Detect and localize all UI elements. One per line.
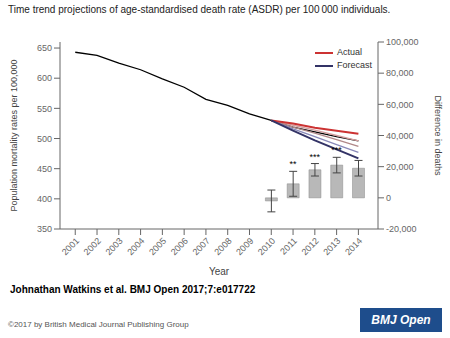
svg-text:2002: 2002 <box>82 236 103 257</box>
html-text:Actual: Actual <box>337 47 362 57</box>
svg-text:2014: 2014 <box>343 236 364 257</box>
svg-text:2010: 2010 <box>256 236 277 257</box>
html-text:Time trend projections of age-: Time trend projections of age-standardis… <box>8 4 391 15</box>
svg-text:650: 650 <box>37 43 52 53</box>
svg-text:2005: 2005 <box>147 236 168 257</box>
svg-text:20,000: 20,000 <box>386 162 414 172</box>
svg-text:100,000: 100,000 <box>386 37 419 47</box>
svg-text:2001: 2001 <box>60 236 81 257</box>
html-text:Forecast: Forecast <box>337 60 372 70</box>
svg-text:***: *** <box>331 145 342 155</box>
svg-text:**: ** <box>290 159 298 169</box>
svg-text:450: 450 <box>37 164 52 174</box>
html-text:BMJ Open: BMJ Open <box>371 313 431 327</box>
svg-text:2013: 2013 <box>321 236 342 257</box>
svg-text:2009: 2009 <box>234 236 255 257</box>
svg-text:2006: 2006 <box>169 236 190 257</box>
svg-text:80,000: 80,000 <box>386 68 414 78</box>
svg-text:400: 400 <box>37 194 52 204</box>
svg-text:2003: 2003 <box>104 236 125 257</box>
html-text:©2017 by British Medical Journ: ©2017 by British Medical Journal Publish… <box>8 320 189 329</box>
svg-text:Year: Year <box>209 266 230 277</box>
svg-text:350: 350 <box>37 224 52 234</box>
svg-text:***: *** <box>310 152 321 162</box>
svg-text:500: 500 <box>37 134 52 144</box>
svg-text:60,000: 60,000 <box>386 100 414 110</box>
svg-text:-20,000: -20,000 <box>386 224 417 234</box>
svg-text:2012: 2012 <box>300 236 321 257</box>
svg-text:600: 600 <box>37 73 52 83</box>
svg-text:40,000: 40,000 <box>386 131 414 141</box>
svg-text:0: 0 <box>386 193 391 203</box>
svg-text:2004: 2004 <box>125 236 146 257</box>
svg-text:2011: 2011 <box>278 236 299 257</box>
svg-text:Difference in deaths: Difference in deaths <box>433 96 442 176</box>
svg-text:550: 550 <box>37 104 52 114</box>
svg-text:2008: 2008 <box>212 236 233 257</box>
svg-text:2007: 2007 <box>191 236 212 257</box>
html-text:Johnathan Watkins et al. BMJ O: Johnathan Watkins et al. BMJ Open 2017;7… <box>10 284 256 295</box>
svg-text:Population mortality rates per: Population mortality rates per 100,000 <box>9 59 19 211</box>
